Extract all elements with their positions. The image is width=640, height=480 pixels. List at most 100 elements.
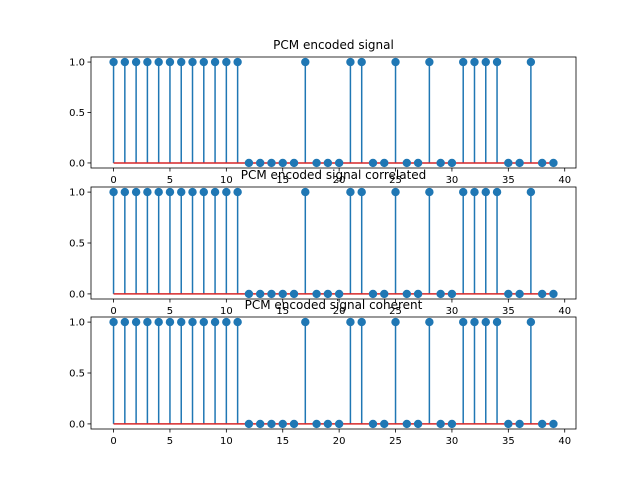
data-point — [312, 158, 321, 168]
subplot-3: 0 5 10 15 20 25 30 35 40 0.0 0.5 1.0 PCM encoded sig… — [69, 298, 577, 447]
data-point — [289, 158, 299, 168]
data-point — [459, 187, 468, 197]
data-point — [109, 317, 118, 327]
subplot-title: PCM encoded signal correlated — [241, 168, 427, 182]
data-point — [481, 187, 490, 197]
data-point — [515, 289, 524, 299]
data-point — [278, 419, 287, 429]
data-point — [346, 317, 355, 327]
data-point — [210, 187, 220, 197]
data-point — [267, 158, 276, 168]
data-point — [289, 289, 299, 299]
axes-frame — [90, 316, 577, 430]
y-tick-label: 0.5 — [69, 108, 85, 119]
x-tick-label: 5 — [167, 306, 173, 317]
data-point — [504, 158, 513, 168]
data-point — [233, 57, 242, 67]
data-point — [402, 289, 412, 299]
data-point — [278, 158, 287, 168]
data-point — [346, 187, 355, 197]
data-point — [154, 187, 163, 197]
data-point — [436, 158, 445, 168]
data-point — [447, 158, 457, 168]
y-tick-label: 0.5 — [69, 369, 85, 380]
data-point — [368, 419, 378, 429]
data-point — [346, 57, 355, 67]
x-tick-label: 40 — [558, 175, 571, 186]
data-point — [188, 57, 197, 67]
x-tick-label: 0 — [110, 306, 116, 317]
data-point — [289, 419, 299, 429]
data-point — [165, 317, 175, 327]
data-point — [255, 289, 265, 299]
data-point — [323, 289, 333, 299]
data-point — [222, 187, 231, 197]
x-tick-label: 40 — [558, 436, 571, 447]
data-point — [368, 158, 378, 168]
x-tick-label: 5 — [167, 436, 173, 447]
data-point — [380, 419, 389, 429]
x-tick-label: 35 — [502, 306, 515, 317]
data-point — [188, 317, 197, 327]
data-point — [526, 317, 536, 327]
data-point — [470, 317, 479, 327]
x-tick-label: 0 — [110, 436, 116, 447]
data-point — [447, 419, 457, 429]
data-point — [120, 57, 130, 67]
data-point — [447, 289, 457, 299]
data-point — [312, 289, 321, 299]
x-tick-label: 25 — [389, 436, 402, 447]
x-tick-label: 20 — [333, 436, 346, 447]
data-point — [413, 158, 423, 168]
y-tick-label: 0.0 — [69, 420, 85, 431]
data-point — [436, 419, 445, 429]
data-point — [323, 419, 333, 429]
y-tick-label: 1.0 — [69, 188, 85, 199]
y-tick-label: 1.0 — [69, 318, 85, 329]
data-point — [312, 419, 321, 429]
data-point — [504, 289, 513, 299]
data-point — [413, 419, 423, 429]
data-point — [301, 187, 310, 197]
x-tick-label: 5 — [167, 175, 173, 186]
data-point — [391, 317, 400, 327]
data-point — [402, 158, 412, 168]
data-point — [199, 187, 208, 197]
data-point — [413, 289, 423, 299]
x-tick-label: 40 — [558, 306, 571, 317]
y-tick-label: 0.5 — [69, 239, 85, 250]
data-point — [255, 419, 265, 429]
x-tick-label: 25 — [389, 306, 402, 317]
subplot-2: 0 5 10 15 20 25 30 35 40 0.0 0.5 1.0 PCM encoded sig… — [69, 168, 577, 317]
x-tick-label: 20 — [333, 175, 346, 186]
data-point — [459, 317, 468, 327]
data-point — [177, 317, 186, 327]
data-point — [515, 158, 524, 168]
data-point — [154, 57, 163, 67]
y-tick-label: 0.0 — [69, 159, 85, 170]
data-point — [120, 317, 130, 327]
data-point — [210, 57, 220, 67]
data-point — [154, 317, 163, 327]
x-tick-label: 30 — [446, 175, 459, 186]
x-tick-label: 35 — [502, 175, 515, 186]
data-point — [278, 289, 287, 299]
data-point — [177, 187, 186, 197]
data-point — [436, 289, 445, 299]
x-tick-label: 15 — [276, 436, 289, 447]
data-point — [537, 289, 547, 299]
data-point — [425, 317, 434, 327]
x-tick-label: 15 — [276, 306, 289, 317]
data-point — [188, 187, 197, 197]
x-tick-label: 20 — [333, 306, 346, 317]
data-point — [255, 158, 265, 168]
x-tick-label: 10 — [220, 436, 233, 447]
data-point — [222, 57, 231, 67]
data-point — [301, 57, 310, 67]
data-point — [244, 289, 254, 299]
data-point — [357, 317, 366, 327]
data-point — [481, 317, 490, 327]
data-point — [515, 419, 524, 429]
